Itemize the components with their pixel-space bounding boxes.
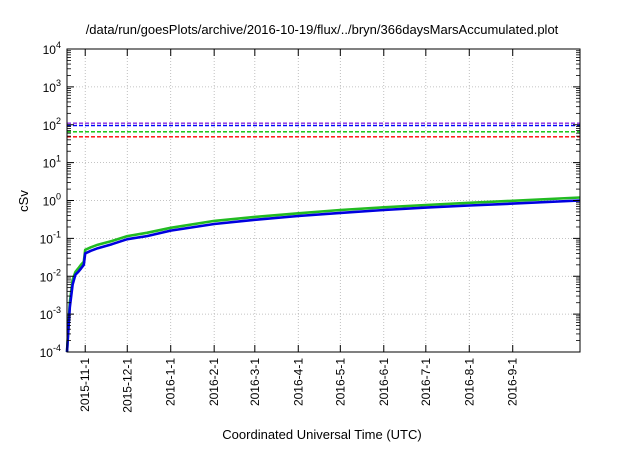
x-tick-label: 2016-6-1 [377,358,391,406]
series-line [67,198,580,353]
y-tick-label: 101 [43,154,61,171]
x-tick-label: 2016-5-1 [333,358,347,406]
y-tick-label: 10-1 [40,229,61,246]
x-tick-label: 2016-7-1 [419,358,433,406]
y-tick-label: 10-4 [40,343,61,360]
y-axis-label: cSv [16,190,31,212]
x-tick-label: 2016-3-1 [248,358,262,406]
x-tick-label: 2016-1-1 [164,358,178,406]
y-tick-label: 103 [43,78,61,95]
x-tick-label: 2016-2-1 [207,358,221,406]
reference-lines [67,123,580,137]
y-tick-label: 100 [43,192,61,209]
y-tick-label: 10-2 [40,267,61,284]
y-axis-ticks: 10-4 10-3 10-2 10-1 100 101 102 103 104 [40,40,580,360]
x-axis-ticks: 2015-11-1 2015-12-1 2016-1-1 2016-2-1 2016-3… [78,49,520,413]
x-tick-label: 2015-12-1 [120,358,134,413]
x-axis-label: Coordinated Universal Time (UTC) [222,427,421,442]
x-tick-label: 2016-9-1 [506,358,520,406]
y-tick-label: 102 [43,116,61,133]
series-line [67,201,580,353]
chart-title: /data/run/goesPlots/archive/2016-10-19/f… [86,22,559,37]
x-tick-label: 2015-11-1 [78,358,92,412]
y-tick-label: 10-3 [40,305,61,322]
x-tick-label: 2016-4-1 [291,358,305,406]
x-tick-label: 2016-8-1 [462,358,476,406]
y-tick-label: 104 [43,40,61,57]
series-lines [67,198,580,353]
